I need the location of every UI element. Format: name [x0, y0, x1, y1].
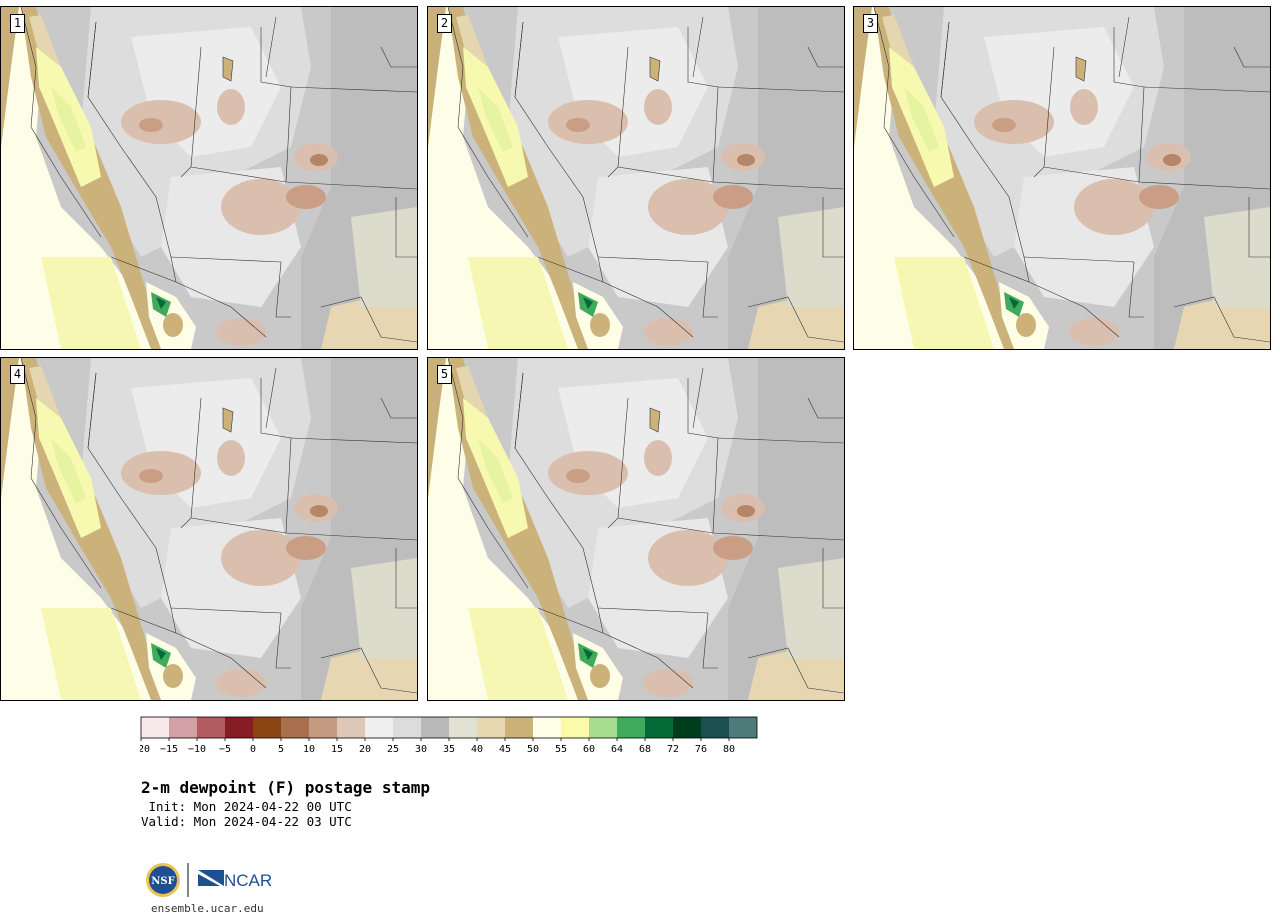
colorbar-swatch: [365, 717, 393, 738]
colorbar-tick-label: 64: [611, 744, 623, 755]
colorbar-tick-label: 80: [723, 744, 735, 755]
colorbar-swatch: [617, 717, 645, 738]
colorbar-tick-label: −5: [219, 744, 231, 755]
plot-title: 2-m dewpoint (F) postage stamp: [141, 778, 430, 797]
colorbar-swatch: [281, 717, 309, 738]
colorbar-tick-label: 45: [499, 744, 511, 755]
colorbar-tick-label: 72: [667, 744, 679, 755]
colorbar-swatch: [197, 717, 225, 738]
colorbar-swatch: [225, 717, 253, 738]
member-number-label: 5: [437, 365, 452, 384]
member-number-label: 1: [10, 14, 25, 33]
colorbar-swatch: [393, 717, 421, 738]
colorbar-swatch: [477, 717, 505, 738]
colorbar-swatch: [253, 717, 281, 738]
colorbar-swatch: [533, 717, 561, 738]
colorbar-swatch: [561, 717, 589, 738]
member-map-panel-5: 5: [427, 357, 845, 701]
colorbar-tick-label: 76: [695, 744, 707, 755]
member-map-panel-1: 1: [0, 6, 418, 350]
colorbar-tick-label: 60: [583, 744, 595, 755]
colorbar-tick-label: 25: [387, 744, 399, 755]
ncar-logo-text: NCAR: [224, 871, 272, 890]
member-number-label: 4: [10, 365, 25, 384]
colorbar-tick-label: 10: [303, 744, 315, 755]
nsf-logo: NSF: [146, 863, 180, 897]
colorbar-swatch: [589, 717, 617, 738]
nsf-logo-text: NSF: [151, 876, 174, 887]
colorbar-tick-label: −10: [188, 744, 206, 755]
colorbar-swatch: [169, 717, 197, 738]
colorbar-swatch: [645, 717, 673, 738]
colorbar-swatch: [309, 717, 337, 738]
colorbar-tick-label: 15: [331, 744, 343, 755]
colorbar-swatch: [449, 717, 477, 738]
valid-time: Valid: Mon 2024-04-22 03 UTC: [141, 814, 352, 829]
dewpoint-map-1: [1, 7, 417, 349]
colorbar-tick-label: 20: [359, 744, 371, 755]
title-block: 2-m dewpoint (F) postage stamp Init: Mon…: [141, 778, 430, 829]
colorbar-tick-label: 55: [555, 744, 567, 755]
sponsor-logos: NSF NCAR: [146, 863, 272, 897]
site-url: ensemble.ucar.edu: [151, 902, 264, 915]
dewpoint-map-5: [428, 358, 844, 700]
dewpoint-map-2: [428, 7, 844, 349]
colorbar-tick-label: −15: [160, 744, 178, 755]
colorbar-tick-label: 0: [250, 744, 256, 755]
member-map-panel-4: 4: [0, 357, 418, 701]
member-number-label: 2: [437, 14, 452, 33]
member-map-panel-2: 2: [427, 6, 845, 350]
colorbar-swatch: [505, 717, 533, 738]
colorbar-tick-label: 68: [639, 744, 651, 755]
dewpoint-map-3: [854, 7, 1270, 349]
member-map-panel-3: 3: [853, 6, 1271, 350]
member-number-label: 3: [863, 14, 878, 33]
colorbar-swatch: [421, 717, 449, 738]
colorbar-swatch: [141, 717, 169, 738]
colorbar-swatch: [337, 717, 365, 738]
colorbar-tick-label: 30: [415, 744, 427, 755]
colorbar-tick-label: 50: [527, 744, 539, 755]
colorbar-swatch: [673, 717, 701, 738]
dewpoint-colorbar: −20 −15 −10 −5 0 5 10 15 20 25 30 35 40 45 50 55 60 64 68 7…: [140, 716, 758, 755]
init-time: Init: Mon 2024-04-22 00 UTC: [141, 799, 352, 814]
colorbar-tick-label: 35: [443, 744, 455, 755]
ncar-logo: NCAR: [198, 870, 272, 890]
colorbar-swatch: [729, 717, 757, 738]
colorbar-tick-label: 5: [278, 744, 284, 755]
colorbar-tick-label: 40: [471, 744, 483, 755]
colorbar-swatch: [701, 717, 729, 738]
colorbar-tick-label: −20: [140, 744, 150, 755]
dewpoint-map-4: [1, 358, 417, 700]
